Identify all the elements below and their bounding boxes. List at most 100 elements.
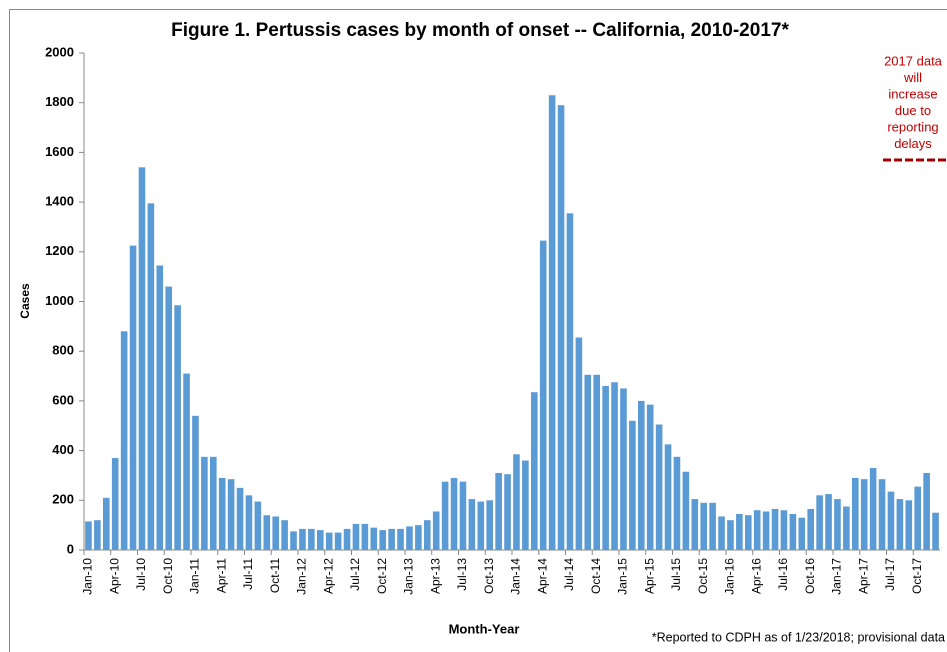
y-tick-label: 1600 <box>45 144 74 159</box>
bar <box>272 516 280 550</box>
bar <box>450 477 458 550</box>
y-tick-label: 800 <box>52 343 74 358</box>
annotation: due to <box>895 103 931 118</box>
x-tick-label: Oct-10 <box>161 558 175 594</box>
bar <box>664 444 672 550</box>
y-axis-label: Cases <box>18 283 32 319</box>
y-tick-label: 1000 <box>45 293 74 308</box>
y-tick-label: 0 <box>67 541 74 556</box>
x-tick-label: Apr-14 <box>535 558 549 594</box>
x-tick-label: Apr-17 <box>856 558 870 594</box>
bar <box>602 385 609 550</box>
bar <box>236 487 244 550</box>
bar <box>655 424 663 550</box>
bar <box>94 520 101 550</box>
annotation: will <box>903 70 922 85</box>
bar <box>441 481 449 550</box>
x-tick-label: Jul-12 <box>348 558 362 591</box>
bar <box>147 203 155 550</box>
x-tick-label: Jan-14 <box>509 558 523 595</box>
bar <box>102 497 110 550</box>
bar <box>709 502 716 550</box>
x-tick-label: Jul-10 <box>134 558 148 591</box>
bar <box>843 506 850 550</box>
bar <box>816 495 823 550</box>
x-tick-label: Oct-11 <box>268 558 282 593</box>
x-tick-label: Jul-11 <box>241 558 255 590</box>
bar <box>85 521 92 550</box>
bar <box>593 374 601 550</box>
bar <box>753 510 761 550</box>
bar <box>432 511 440 550</box>
bar <box>736 513 743 550</box>
x-tick-label: Oct-15 <box>696 558 710 594</box>
bar <box>299 528 306 550</box>
x-tick-label: Oct-14 <box>589 558 603 594</box>
bar <box>548 95 556 551</box>
bar <box>209 456 217 550</box>
bar <box>575 337 583 550</box>
y-tick-label: 1200 <box>45 243 74 258</box>
bar <box>789 513 797 550</box>
bar <box>308 528 315 550</box>
y-tick-label: 600 <box>52 392 74 407</box>
bar <box>468 499 476 550</box>
bar <box>406 526 413 550</box>
bar <box>325 532 333 550</box>
annotation: increase <box>888 86 937 101</box>
bar <box>923 472 930 550</box>
bar <box>504 474 511 550</box>
bar <box>762 511 770 550</box>
x-tick-label: Jan-15 <box>616 558 630 595</box>
x-tick-label: Oct-17 <box>910 558 924 594</box>
annotation: delays <box>894 136 932 151</box>
bar <box>192 415 199 550</box>
bar <box>780 510 788 550</box>
bar <box>646 404 654 550</box>
bar <box>397 528 404 550</box>
x-tick-label: Jan-16 <box>723 558 737 595</box>
x-tick-label: Jan-10 <box>81 558 95 595</box>
bar <box>611 382 618 550</box>
bar <box>111 458 119 550</box>
bar <box>459 481 467 550</box>
x-tick-label: Apr-12 <box>321 558 335 594</box>
bar <box>227 479 235 550</box>
bar <box>718 516 725 550</box>
bar <box>486 500 494 550</box>
x-tick-label: Apr-16 <box>749 558 763 594</box>
bar <box>851 477 859 550</box>
x-tick-label: Jan-12 <box>295 558 309 595</box>
bar <box>932 512 939 550</box>
bar <box>522 460 529 550</box>
bar <box>914 486 922 550</box>
x-tick-label: Jul-16 <box>776 558 790 591</box>
y-tick-label: 200 <box>52 492 74 507</box>
bar <box>495 472 502 550</box>
x-tick-label: Apr-15 <box>642 558 656 594</box>
bar <box>798 517 806 550</box>
bar <box>727 520 734 550</box>
x-tick-label: Jul-13 <box>455 558 469 591</box>
bar <box>423 520 431 550</box>
bar <box>165 286 173 550</box>
x-tick-label: Jul-15 <box>669 558 683 591</box>
y-tick-label: 1400 <box>45 194 74 209</box>
bar <box>744 515 752 550</box>
bar <box>201 456 208 550</box>
bar <box>370 527 378 550</box>
x-axis-label: Month-Year <box>449 621 520 636</box>
bar <box>477 501 485 550</box>
bar <box>120 331 128 550</box>
bar <box>878 479 886 550</box>
y-tick-label: 2000 <box>45 44 74 59</box>
bar <box>637 400 645 550</box>
x-tick-label: Jan-11 <box>188 558 202 594</box>
bar <box>539 240 547 550</box>
bar <box>860 479 868 550</box>
bar <box>566 213 574 550</box>
bar <box>281 520 288 550</box>
x-tick-label: Jul-17 <box>883 558 897 591</box>
bar <box>691 499 699 550</box>
